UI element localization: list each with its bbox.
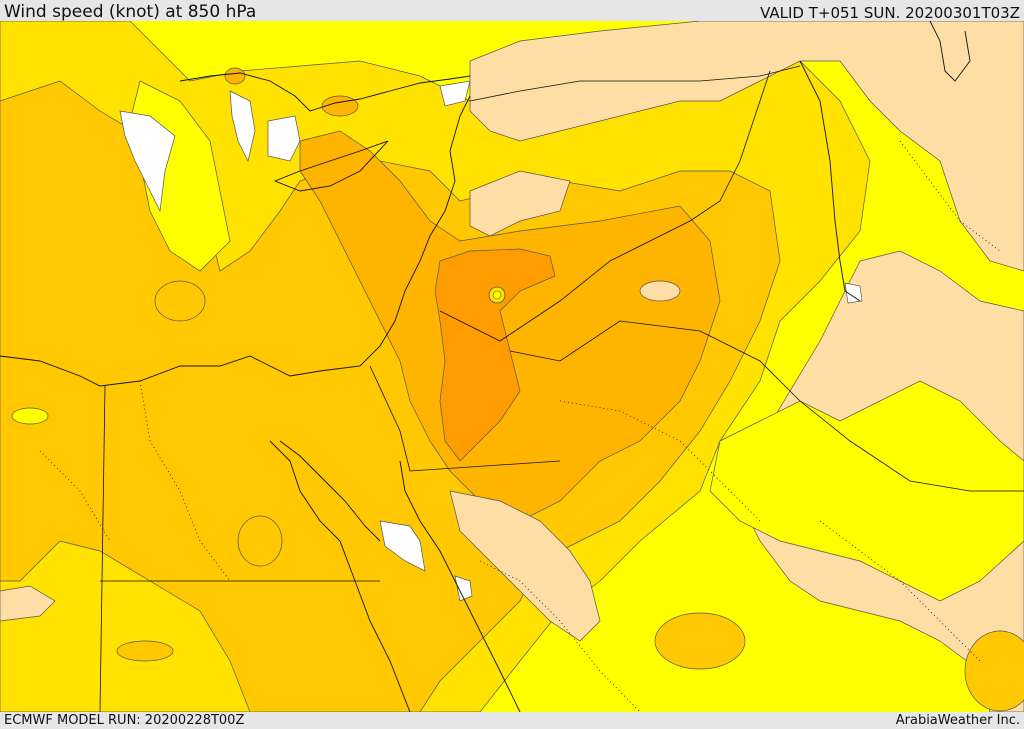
calm-area-crete: [229, 90, 256, 163]
model-run-label: ECMWF MODEL RUN: 20200228T00Z: [4, 713, 245, 728]
coastline-red-sea-west: [269, 440, 411, 712]
tan-region-north: [469, 21, 1024, 272]
yellow-band-east: [709, 380, 1024, 602]
tan-region-sinai: [449, 490, 601, 642]
coastline-persian-gulf: [799, 60, 861, 302]
border-syria-turkey: [469, 65, 801, 102]
gold-blob-1: [154, 280, 206, 322]
map-title: Wind speed (knot) at 850 hPa: [4, 2, 257, 22]
gold-blob-7: [964, 630, 1024, 712]
coastline-gulf-of-suez: [279, 440, 381, 542]
gold-blob-4: [639, 280, 681, 302]
orange-core-region: [434, 248, 556, 462]
calm-area-turkey-coast: [267, 115, 301, 162]
dotted-boundary-6: [899, 140, 1001, 252]
gold-blob-5: [654, 612, 746, 670]
coastline-caspian: [929, 21, 971, 82]
border-jordan-saudi: [439, 70, 771, 342]
coastline-cyprus: [273, 140, 389, 192]
header-bar: Wind speed (knot) at 850 hPa VALID T+051…: [0, 0, 1024, 22]
gold-blob-6: [116, 640, 174, 662]
dotted-boundary-4: [819, 520, 981, 662]
calm-area-persian-gulf: [844, 282, 863, 304]
calm-area-cyprus-north: [439, 80, 471, 107]
dotted-boundary-3: [559, 400, 761, 522]
gold-blob-9: [321, 95, 359, 117]
credit-label: ArabiaWeather Inc.: [895, 713, 1020, 728]
border-saudi-iraq: [509, 320, 1024, 492]
coastline-turkey: [179, 72, 471, 112]
calm-area-red-sea: [454, 575, 473, 602]
tan-region-jordan: [469, 170, 571, 237]
dotted-boundary-1: [139, 380, 231, 582]
border-egypt-libya: [99, 385, 106, 712]
coastline-red-sea-east: [399, 460, 521, 712]
footer-bar: ECMWF MODEL RUN: 20200228T00Z ArabiaWeat…: [0, 712, 1024, 729]
gold-blob-3: [237, 515, 283, 567]
calm-area-gulf: [379, 520, 426, 572]
border-sinai: [369, 365, 561, 472]
valid-time-label: VALID T+051 SUN. 20200301T03Z: [760, 4, 1020, 22]
gold-blob-8: [224, 67, 246, 85]
tan-region-southwest: [0, 585, 56, 622]
dotted-boundary-5: [39, 450, 111, 542]
calm-area-aegean: [119, 110, 176, 213]
map-canvas: [0, 21, 1024, 712]
dotted-boundary-2: [479, 560, 641, 712]
weather-map: [0, 21, 1024, 712]
orange-light-region: [299, 130, 721, 522]
coastline-north-africa: [0, 95, 471, 387]
gold-blob-2: [11, 407, 49, 425]
